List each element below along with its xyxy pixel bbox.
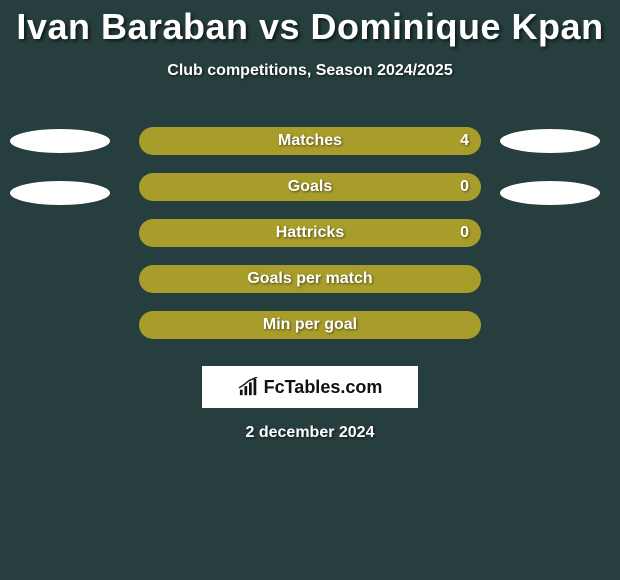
stat-rows-container: Matches 4 Goals 0 Hattricks 0 Goals per match M… [0,118,620,348]
stat-value: 0 [460,224,469,242]
stat-label: Matches [278,132,342,150]
stat-bar: Min per goal [139,311,481,339]
stat-row: Min per goal [0,302,620,348]
right-player-oval [500,129,600,153]
stat-label: Goals [288,178,332,196]
left-player-oval [10,129,110,153]
comparison-subtitle: Club competitions, Season 2024/2025 [0,62,620,80]
logo: FcTables.com [238,377,383,398]
stat-value: 0 [460,178,469,196]
bar-chart-icon [238,377,260,397]
stat-value: 4 [460,132,469,150]
stat-label: Hattricks [276,224,344,242]
stat-row: Goals 0 [0,164,620,210]
stat-bar: Goals per match [139,265,481,293]
stat-bar: Goals 0 [139,173,481,201]
stat-bar: Hattricks 0 [139,219,481,247]
stat-bar: Matches 4 [139,127,481,155]
stat-row: Goals per match [0,256,620,302]
stat-label: Min per goal [263,316,357,334]
stat-row: Matches 4 [0,118,620,164]
right-player-oval [500,181,600,205]
logo-box: FcTables.com [202,366,418,408]
comparison-title: Ivan Baraban vs Dominique Kpan [0,0,620,48]
logo-text: FcTables.com [264,377,383,398]
stat-label: Goals per match [247,270,372,288]
date-label: 2 december 2024 [0,424,620,442]
stat-row: Hattricks 0 [0,210,620,256]
left-player-oval [10,181,110,205]
